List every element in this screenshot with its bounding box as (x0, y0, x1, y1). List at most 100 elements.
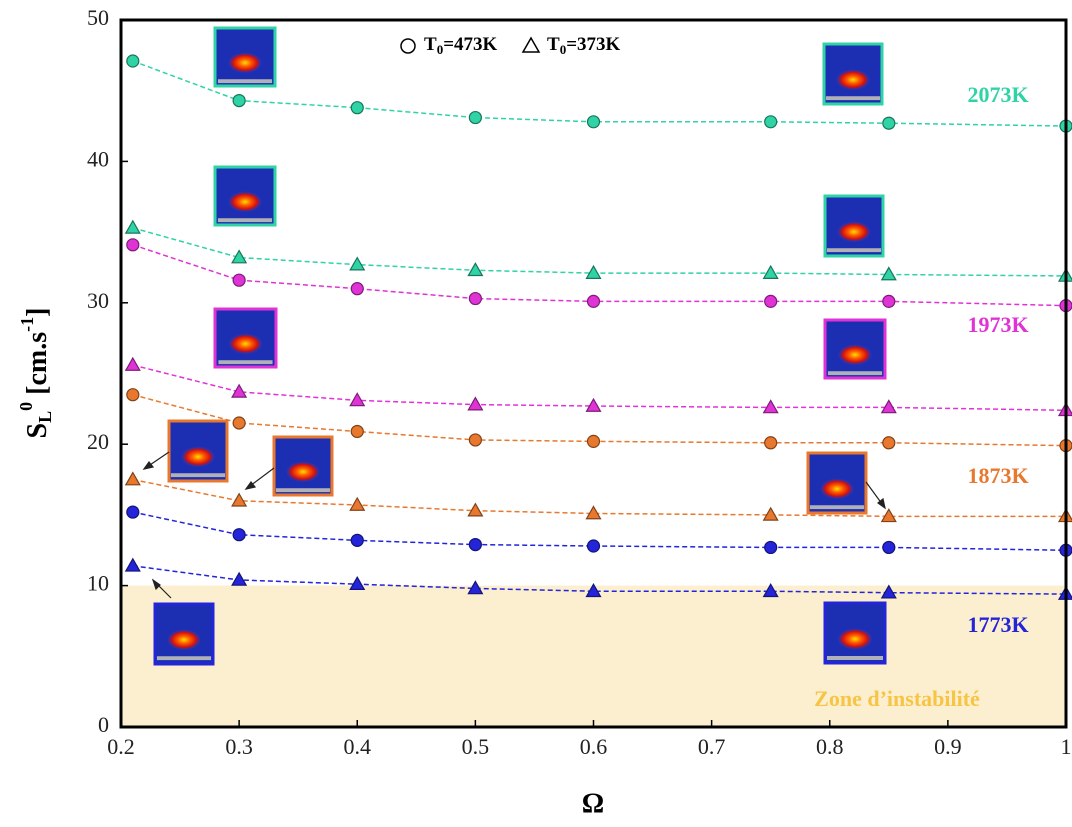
series-label: 1773K (967, 612, 1028, 637)
y-tick-label: 10 (87, 571, 109, 596)
point (350, 101, 364, 115)
y-tick-label: 50 (87, 5, 109, 30)
x-tick-label: 0.4 (344, 734, 372, 759)
y-axis-label: SL0 [cm.s-1] (16, 308, 55, 439)
y-tick-label: 40 (87, 146, 109, 171)
x-tick-label: 0.5 (462, 734, 490, 759)
point (467, 502, 484, 517)
y-tick-label: 30 (87, 288, 109, 313)
point (585, 264, 602, 279)
legend-text: =373K (566, 34, 620, 55)
series-line (132, 227, 1067, 277)
point (762, 506, 779, 521)
legend-text: T (424, 34, 437, 55)
point (468, 110, 482, 125)
flame-image (823, 601, 887, 665)
series-label: 1873K (967, 463, 1028, 488)
point (467, 580, 484, 595)
point (880, 399, 897, 414)
point (124, 356, 141, 371)
legend: T0=473K T0=373K (400, 34, 621, 57)
series-line (132, 565, 1067, 595)
point (586, 539, 601, 553)
point (350, 282, 364, 296)
flame-image (806, 451, 868, 515)
point (126, 388, 140, 402)
point (231, 383, 248, 398)
point (467, 262, 484, 277)
flame-image (153, 602, 215, 666)
point (764, 115, 778, 129)
point (124, 471, 141, 486)
x-tick-label: 0.6 (580, 734, 608, 759)
instability-zone (121, 585, 1066, 727)
point (762, 399, 779, 414)
flame-image (822, 42, 884, 106)
point (467, 396, 484, 411)
point (585, 583, 602, 598)
point (231, 249, 248, 264)
point (231, 492, 248, 507)
flame-image (213, 165, 277, 227)
point (882, 436, 896, 450)
point (350, 533, 364, 547)
point (468, 291, 482, 306)
point (882, 116, 896, 130)
point (762, 264, 779, 279)
flame-images (142, 26, 887, 666)
point (764, 294, 778, 308)
point (232, 273, 246, 287)
legend-marker (521, 36, 541, 53)
point (350, 424, 364, 439)
series-line (132, 244, 1067, 307)
point (882, 294, 896, 308)
legend-text: =473K (443, 34, 497, 55)
series-line (132, 393, 1067, 447)
point (349, 256, 366, 271)
x-tick-label: 0.8 (816, 734, 844, 759)
x-tick-label: 1 (1061, 734, 1072, 759)
x-tick-label: 0.3 (225, 734, 253, 759)
point (880, 584, 897, 599)
y-tick-label: 20 (87, 429, 109, 454)
arrows (142, 451, 886, 599)
flame-image (167, 419, 229, 483)
point (231, 571, 248, 586)
legend-label: T0=473K (424, 34, 498, 57)
legend-text: 0 (437, 42, 444, 57)
series-label: 2073K (967, 82, 1028, 107)
y-tick-label: 0 (98, 712, 109, 737)
series-line (132, 60, 1067, 127)
point (586, 294, 601, 308)
flame-image (823, 194, 885, 258)
point (468, 537, 482, 552)
point (126, 505, 140, 519)
legend-marker (400, 38, 416, 54)
point (232, 416, 246, 430)
point (349, 392, 366, 407)
legend-text: 0 (560, 42, 567, 57)
point (124, 219, 141, 234)
legend-label: T0=373K (547, 34, 621, 57)
x-tick-label: 0.9 (934, 734, 962, 759)
flame-image (823, 318, 887, 380)
point (349, 575, 366, 591)
point (126, 238, 140, 252)
zone-label: Zone d’instabilité (814, 686, 980, 711)
x-tick-label: 0.2 (107, 734, 135, 759)
flame-image (213, 307, 278, 369)
x-tick-label: 0.7 (698, 734, 726, 759)
point (586, 434, 601, 448)
x-axis-label: Ω (582, 788, 604, 819)
flame-image (272, 435, 334, 497)
legend-text: T (547, 34, 560, 55)
point (764, 540, 778, 555)
point (880, 266, 897, 281)
series-label: 1973K (967, 312, 1028, 337)
series-line (132, 364, 1067, 412)
plot-frame (119, 18, 1068, 729)
point (762, 583, 779, 598)
point (882, 540, 896, 555)
flame-image (213, 26, 277, 88)
